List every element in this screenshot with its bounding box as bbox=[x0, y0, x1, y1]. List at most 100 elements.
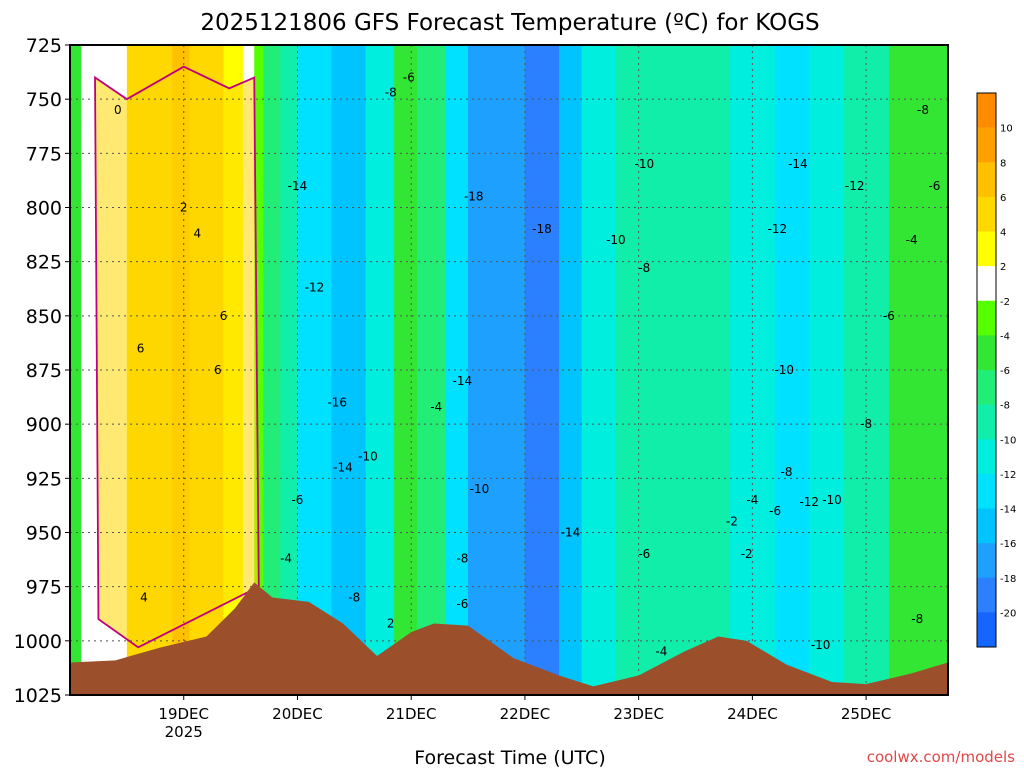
colorbar-swatch bbox=[977, 127, 996, 163]
contour-label: -6 bbox=[928, 179, 940, 193]
grid-lines bbox=[70, 45, 948, 695]
contour-label: -10 bbox=[606, 233, 626, 247]
contour-label: -14 bbox=[453, 374, 473, 388]
contour-label: 4 bbox=[140, 591, 148, 605]
colorbar-swatch bbox=[977, 335, 996, 371]
x-tick-label: 23DEC bbox=[613, 705, 664, 723]
contour-label: -10 bbox=[774, 363, 794, 377]
colorbar-label: -12 bbox=[1000, 470, 1016, 481]
warm-region bbox=[94, 65, 260, 649]
contour-label: 0 bbox=[114, 103, 122, 117]
contour-label: -8 bbox=[911, 612, 923, 626]
colorbar-label: 2 bbox=[1000, 262, 1006, 273]
colorbar-label: 6 bbox=[1000, 193, 1006, 204]
colorbar-swatch bbox=[977, 300, 996, 336]
colorbar-label: -10 bbox=[1000, 435, 1016, 446]
contour-label: -8 bbox=[781, 465, 793, 479]
colorbar-swatch bbox=[977, 508, 996, 544]
contour-label: -18 bbox=[532, 222, 552, 236]
contour-label: -4 bbox=[655, 645, 667, 659]
contour-labels: 0246664-4-6-14-12-16-10-14-8-8-6-4-2-18-… bbox=[114, 71, 940, 659]
colorbar-label: -14 bbox=[1000, 505, 1016, 516]
y-axis: 725 750 775 800 825 850 875 900 925 950 975 1000 102… bbox=[14, 35, 70, 707]
credit-text: coolwx.com/models bbox=[867, 748, 1015, 766]
x-tick-label: 20DEC bbox=[272, 705, 323, 723]
contour-label: 6 bbox=[214, 363, 222, 377]
colorbar-label: -18 bbox=[1000, 574, 1016, 585]
contour-label: -12 bbox=[845, 179, 865, 193]
contour-label: 4 bbox=[194, 227, 202, 241]
contour-label: -6 bbox=[291, 493, 303, 507]
temp-band bbox=[254, 45, 264, 695]
colorbar-swatch bbox=[977, 439, 996, 475]
colorbar-label: 4 bbox=[1000, 228, 1006, 239]
terrain-fill bbox=[70, 582, 948, 695]
x-tick-label: 22DEC bbox=[500, 705, 551, 723]
temp-band bbox=[280, 45, 298, 695]
contour-label: -6 bbox=[638, 547, 650, 561]
colorbar-swatch bbox=[977, 231, 996, 267]
contour-label: -2 bbox=[741, 547, 753, 561]
contour-label: -8 bbox=[860, 417, 872, 431]
colorbar-label: -20 bbox=[1000, 608, 1016, 619]
temp-band bbox=[524, 45, 560, 695]
y-tick-label: 775 bbox=[26, 143, 62, 165]
y-tick-label: 1000 bbox=[14, 631, 62, 653]
colorbar-label: -6 bbox=[1000, 366, 1010, 377]
freezing-line bbox=[94, 65, 260, 649]
colorbar-label: -8 bbox=[1000, 401, 1010, 412]
contour-label: -10 bbox=[811, 638, 831, 652]
colorbar-label: 8 bbox=[1000, 158, 1006, 169]
contour-label: -4 bbox=[430, 400, 442, 414]
y-tick-label: 750 bbox=[26, 89, 62, 111]
colorbar-swatch bbox=[977, 612, 996, 648]
contour-label: -6 bbox=[769, 504, 781, 518]
colorbar-swatch bbox=[977, 93, 996, 128]
colorbar-label: -16 bbox=[1000, 539, 1016, 550]
contour-label: -12 bbox=[768, 222, 788, 236]
y-tick-label: 875 bbox=[26, 360, 62, 382]
y-tick-label: 950 bbox=[26, 523, 62, 545]
contour-label: 6 bbox=[137, 341, 145, 355]
y-tick-label: 800 bbox=[26, 198, 62, 220]
temp-band bbox=[70, 45, 82, 695]
contour-label: 6 bbox=[220, 309, 228, 323]
contour-label: -8 bbox=[917, 103, 929, 117]
colorbar-label: 10 bbox=[1000, 124, 1013, 135]
contour-label: -6 bbox=[883, 309, 895, 323]
contour-label: 2 bbox=[180, 201, 188, 215]
contour-label: -10 bbox=[635, 157, 655, 171]
colorbar-swatch bbox=[977, 370, 996, 405]
contour-label: -16 bbox=[327, 396, 347, 410]
contour-label: -14 bbox=[333, 461, 353, 475]
contour-label: -8 bbox=[638, 261, 650, 275]
colorbar: 10 8 6 4 2 -2 -4 -6 -8 -10 -12 -14 -16 -18 -20 bbox=[976, 92, 1016, 648]
colorbar-swatch bbox=[977, 196, 996, 232]
temp-band bbox=[445, 45, 469, 695]
plot-area: 0246664-4-6-14-12-16-10-14-8-8-6-4-2-18-… bbox=[70, 45, 948, 695]
y-tick-label: 900 bbox=[26, 414, 62, 436]
contour-label: -14 bbox=[288, 179, 308, 193]
temp-band bbox=[559, 45, 583, 695]
x-tick-label: 24DEC bbox=[727, 705, 778, 723]
colorbar-swatch bbox=[977, 473, 996, 509]
contour-label: -4 bbox=[280, 552, 292, 566]
temp-band bbox=[297, 45, 333, 695]
contour-label: -4 bbox=[906, 233, 918, 247]
terrain-layer bbox=[70, 582, 948, 695]
colorbar-label: -2 bbox=[1000, 297, 1010, 308]
contour-label: -8 bbox=[456, 552, 468, 566]
y-tick-label: 725 bbox=[26, 35, 62, 57]
contour-label: -6 bbox=[456, 597, 468, 611]
contour-label: -10 bbox=[470, 482, 490, 496]
temp-band bbox=[263, 45, 281, 695]
chart-title: 2025121806 GFS Forecast Temperature (ºC)… bbox=[200, 10, 819, 36]
temp-band bbox=[888, 45, 948, 695]
contour-label: -6 bbox=[403, 71, 415, 85]
contour-label: -12 bbox=[799, 495, 819, 509]
contour-label: -8 bbox=[348, 591, 360, 605]
y-tick-label: 975 bbox=[26, 577, 62, 599]
x-tick-label: 19DEC bbox=[158, 705, 209, 723]
x-tick-label: 21DEC bbox=[386, 705, 437, 723]
